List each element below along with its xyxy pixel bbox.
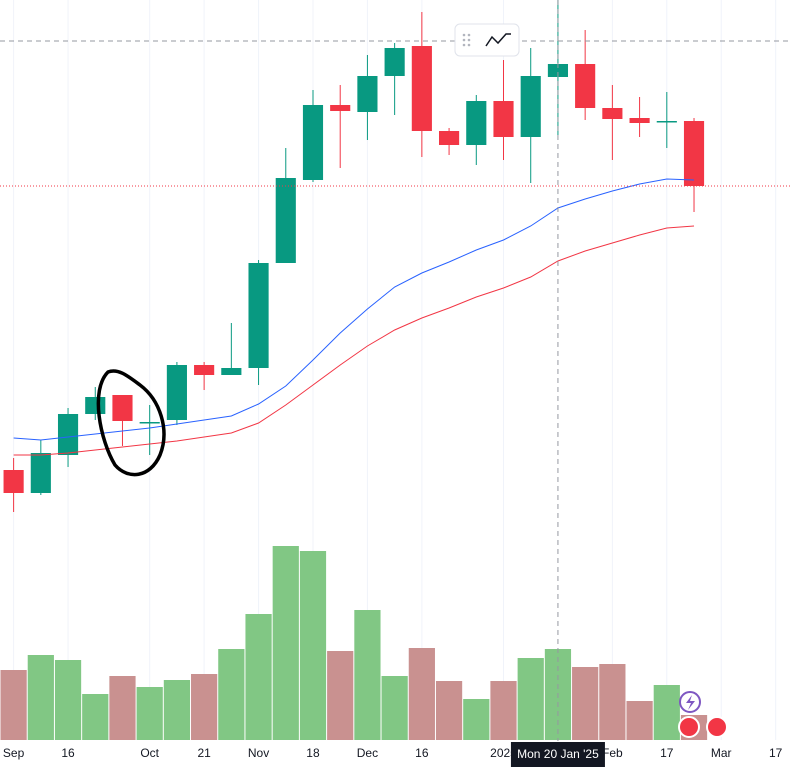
candle-body [656,121,677,123]
toolbar-box [454,23,520,57]
volume-bar [572,667,599,740]
candle-body [411,46,432,131]
volume-bar [54,660,82,740]
volume-bar [327,651,354,740]
moving-average [13,225,695,456]
candle-body [302,105,324,180]
x-tick-label: Mar [711,746,732,760]
x-tick-label: 18 [306,746,320,760]
axis-background [0,741,792,780]
x-tick-label: 2025 [490,746,517,760]
flag-icon[interactable] [706,716,728,738]
candle-body [194,365,215,375]
volume-bar [435,681,463,740]
crosshair-label: Mon 20 Jan '25 [517,747,599,761]
line-tool-icon[interactable] [485,33,511,47]
volume-bar [136,687,163,740]
candle-body [602,108,623,119]
candle-body [683,121,705,186]
volume-bar [599,664,626,740]
volume-bar [218,649,245,740]
x-tick-label: Oct [140,746,159,760]
x-tick-label: 16 [415,746,429,760]
candle-body [384,48,405,76]
candle-body [575,64,596,108]
volume-pane [0,546,708,740]
event-icons[interactable] [678,691,728,738]
volume-bar [163,680,191,740]
x-tick-label: Dec [357,746,378,760]
volume-bar [299,551,327,740]
volume-bar [354,610,381,740]
drawing-circle[interactable] [96,369,166,477]
moving-average [13,178,695,441]
drag-handle [462,33,471,47]
volume-bar [109,676,136,740]
volume-bar [408,648,435,740]
time-axis: Sep 16 Oct 21 Nov 18 Dec 16 2025 Feb 17 Mar 17 Mon 20… [0,741,792,780]
candle-body [330,105,351,111]
flag-icon[interactable] [678,716,700,738]
price-pane [0,0,792,741]
volume-bar [27,655,54,740]
volume-bar [517,658,544,740]
candle-body [112,395,133,421]
crosshair-label-box [510,742,605,767]
candle-body [493,101,514,137]
x-tick-label: Feb [602,746,623,760]
candle-body [139,422,160,424]
candle-body [221,368,242,375]
x-tick-label: Nov [248,746,269,760]
volume-bar [191,674,218,740]
volume-bar [0,670,27,740]
candle-body [57,414,79,455]
floating-toolbar[interactable] [454,23,520,57]
x-tick-label: 16 [61,746,75,760]
volume-bar [82,694,109,740]
volume-bar [463,699,490,740]
candle-body [275,178,296,263]
candle-body [166,365,187,420]
candle-body [520,76,541,137]
candle-body [3,470,24,493]
volume-bar [245,614,272,740]
candle-body [85,397,106,414]
x-tick-label: 21 [197,746,211,760]
x-tick-label: 17 [660,746,674,760]
candle-body [629,118,650,123]
x-tick-label: Sep [3,746,25,760]
x-tick-label: 17 [769,746,783,760]
volume-bar [490,681,517,740]
volume-bar [381,676,408,740]
candle-body [439,131,460,145]
candle-body [466,101,487,145]
candle-body [248,263,269,368]
volume-bar [626,701,653,740]
candle-body [547,64,569,77]
volume-bar [653,685,680,740]
candle-body [357,76,378,112]
event-icon-bolt [686,695,695,710]
volume-bar [272,546,299,740]
candle-body [30,453,51,493]
